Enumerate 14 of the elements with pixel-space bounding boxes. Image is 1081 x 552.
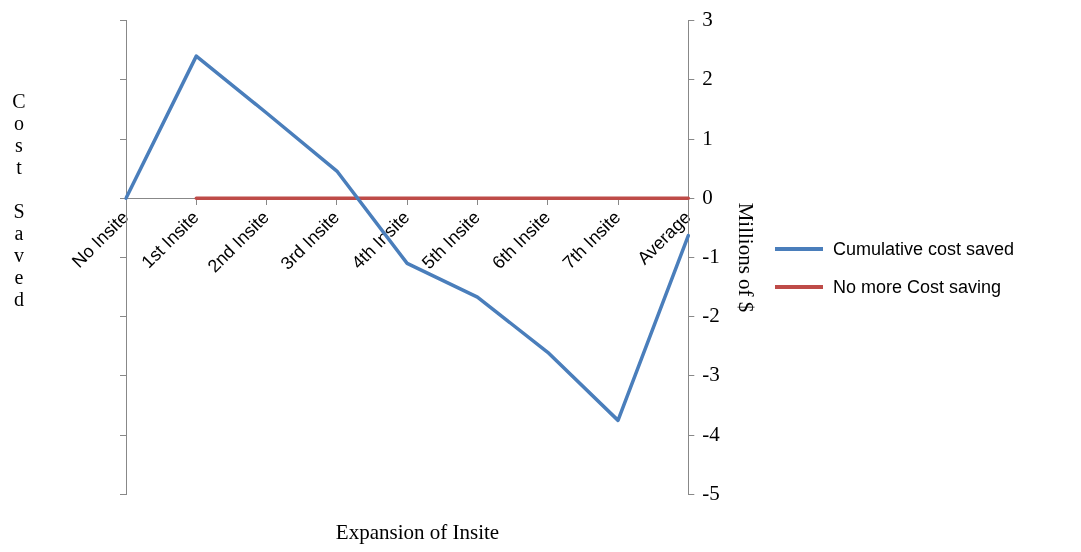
legend-label: Cumulative cost saved: [833, 238, 1015, 260]
y-tick-label: 3: [702, 7, 713, 32]
y2-axis-title: Cost Saved: [8, 90, 30, 310]
y-tick-label: -5: [702, 480, 720, 505]
y-tick-label: 0: [702, 184, 713, 209]
x-axis-title: Expansion of Insite: [334, 520, 501, 545]
y-tick-label: -4: [702, 421, 721, 446]
legend-label: No more Cost saving: [833, 276, 1002, 298]
y-tick-label: 2: [702, 66, 713, 91]
y-tick-label: -1: [702, 244, 720, 269]
y-tick-label: -3: [702, 362, 720, 387]
y-tick-label: -2: [702, 303, 720, 328]
y-axis-title: Millions of $: [733, 202, 758, 313]
y-tick-label: 1: [702, 125, 713, 150]
